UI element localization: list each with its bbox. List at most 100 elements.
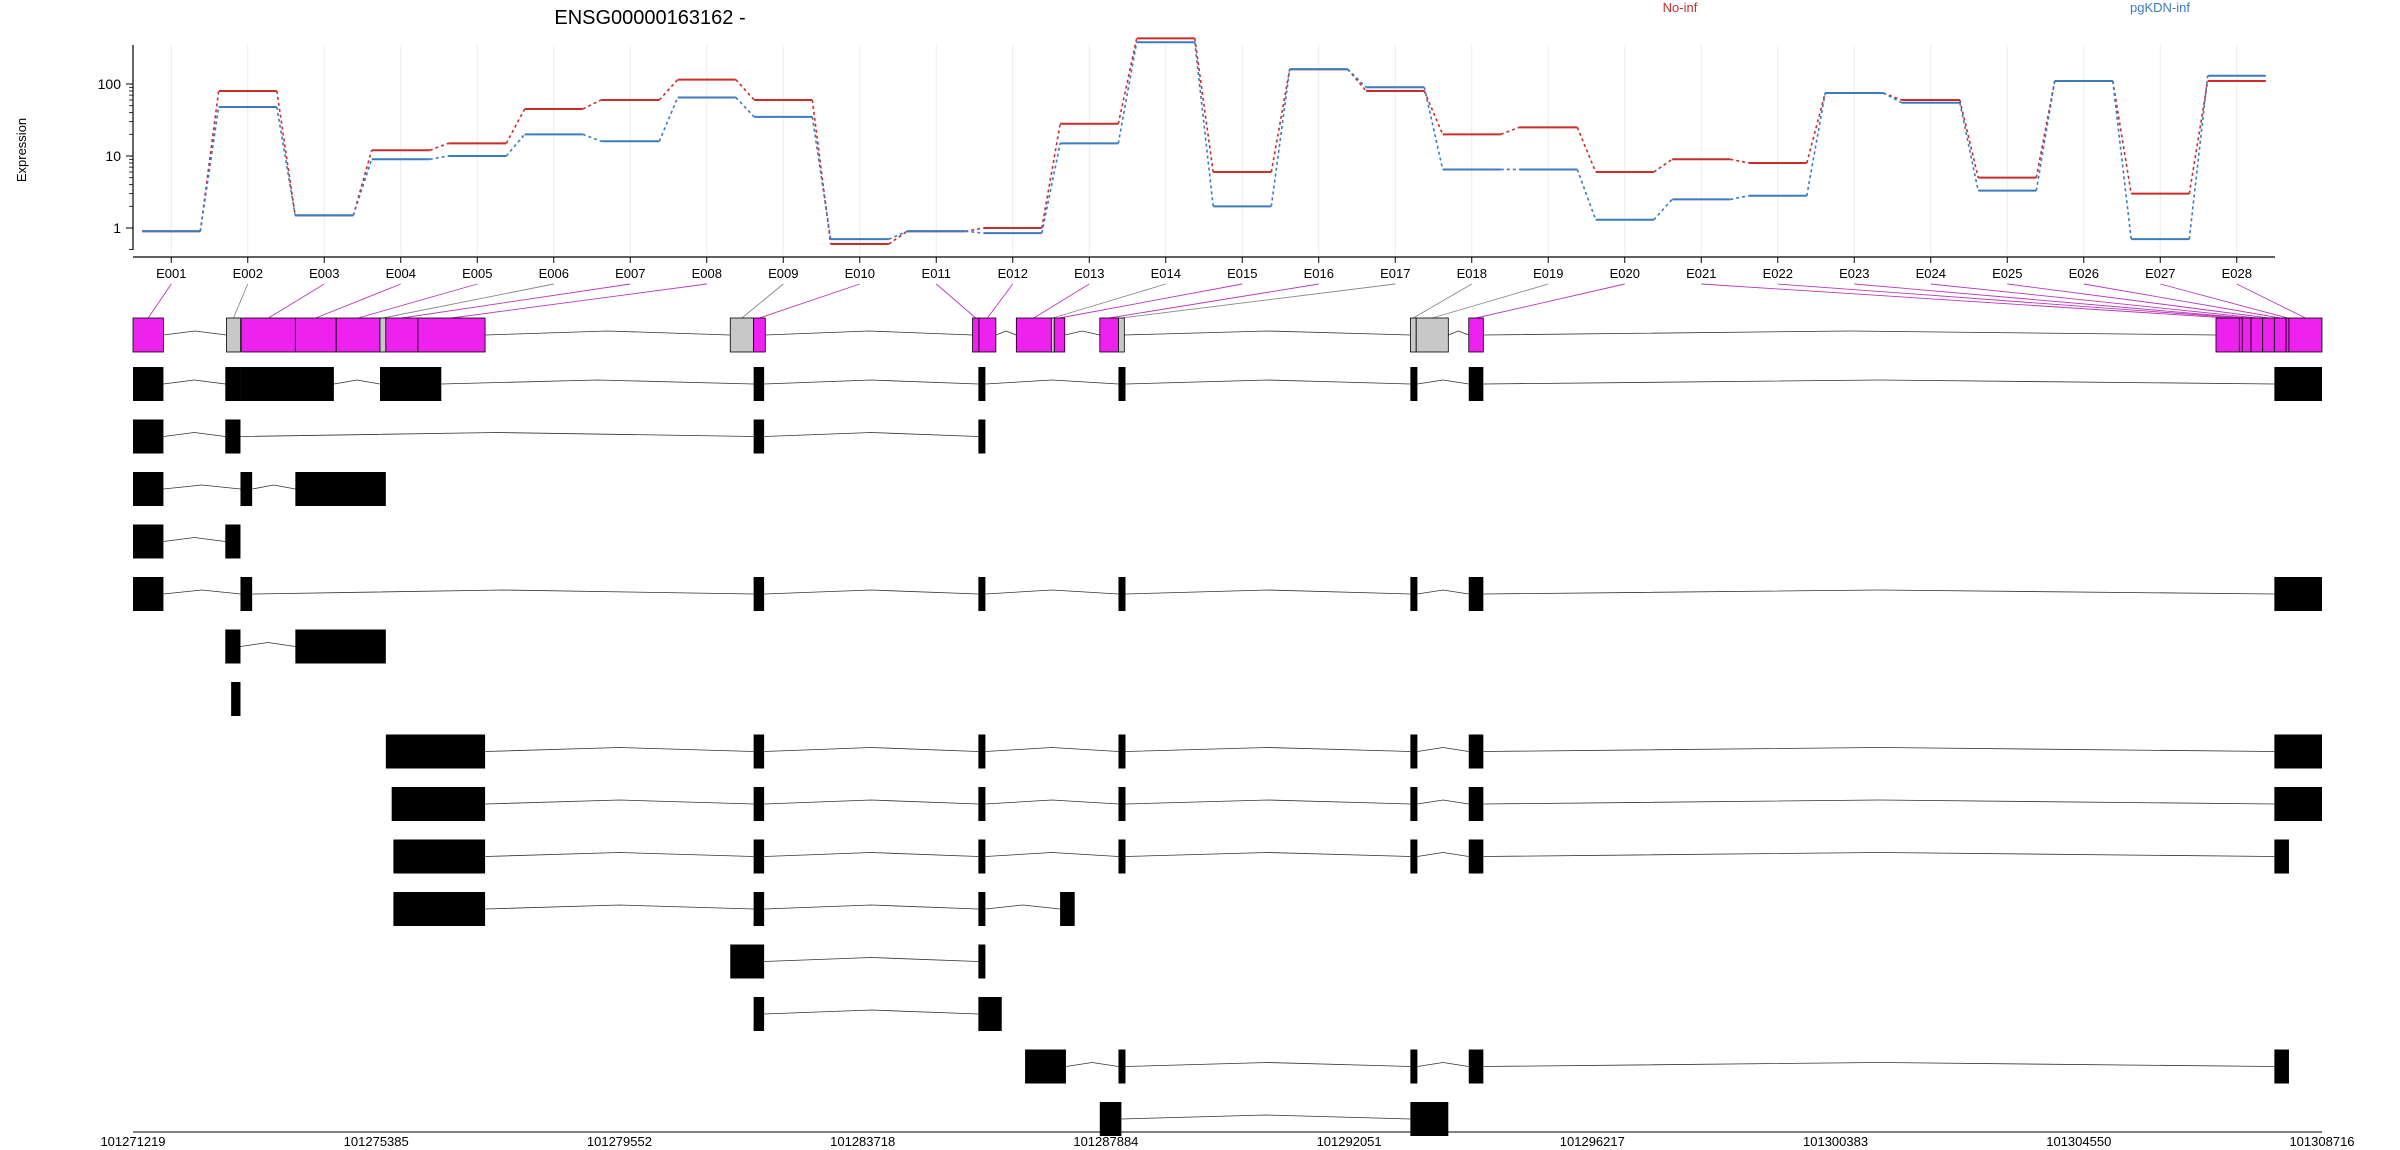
transcript-intron [764,589,979,595]
transcript-intron [485,904,754,910]
connector-E008 [451,283,707,319]
transcript-exon [1410,367,1418,401]
transcript-models [133,367,2322,1136]
transcript-intron [764,904,979,910]
transcript-2 [133,419,986,454]
axes: 1 10 100 [98,45,2275,258]
transcript-8 [385,734,2322,769]
series-transition [811,116,832,240]
transcript-exon [385,734,486,769]
exon-E010 [753,317,766,353]
connector-E002 [233,283,249,319]
exon-E011 [972,317,980,353]
transcript-12 [730,944,986,979]
coord-tick-label: 101308716 [2289,1134,2354,1149]
transcript-exon [1118,1049,1126,1084]
transcript-exon [391,787,486,821]
transcript-intron [985,799,1119,805]
transcript-intron [1483,1062,2275,1067]
transcript-intron [1125,747,1411,752]
exon-E017 [1118,317,1125,353]
transcript-exon [1410,577,1418,611]
transcript-intron [163,379,226,385]
exon-E005 [335,317,381,353]
exon-E008 [417,317,486,353]
transcript-intron [163,537,226,542]
transcript-intron [985,379,1119,385]
transcript-9 [391,787,2322,821]
transcript-exon [978,839,986,874]
series-transition [888,230,908,245]
series-pgkdn-inf [142,41,2266,241]
series-transition [505,133,526,157]
exon-E002 [226,317,241,353]
transcript-intron [1417,799,1469,805]
transcript-exon [1118,839,1126,874]
series-transition [429,142,449,152]
transcript-exon [753,419,765,454]
transcript-intron [1125,1062,1411,1067]
transcript-exon [1118,367,1126,401]
transcript-intron [764,747,979,752]
transcript-intron [1125,589,1411,595]
transcript-exon [2274,787,2322,821]
transcript-exon [978,944,986,979]
transcript-exon [1468,734,1484,769]
transcript-exon [240,472,253,506]
transcript-intron [1125,379,1411,385]
series-transition [1117,38,1138,124]
series-transition [735,79,755,101]
transcript-5 [133,577,2322,611]
series-transition [1423,90,1444,135]
x-tick-label: E014 [1151,266,1181,281]
transcript-exon [1410,1049,1418,1084]
transcript-exon [978,734,986,769]
transcript-intron [985,589,1119,595]
series-transition [1194,38,1214,173]
series-transition [1347,68,1367,88]
transcript-exon [295,472,386,506]
exon-E023 [2241,317,2252,353]
series-transition [2112,80,2132,240]
transcript-intron [764,432,979,437]
transcript-exon [753,892,765,926]
transcript-exon [240,577,253,611]
x-tick-labels: E001 E002 E003 E004 E005 E006 E007 E008 E009 E010… [156,257,2252,281]
transcript-exon [1468,1049,1484,1084]
transcript-exon [393,892,486,926]
series-transition [582,133,602,143]
connector-E024 [1930,283,2257,319]
transcript-intron [441,379,754,385]
exon-E001 [132,317,164,353]
exon-E007 [385,317,419,353]
transcript-intron [1417,379,1469,385]
transcript-intron [252,484,296,490]
exon-E013 [1015,317,1052,353]
transcript-exon [1468,787,1484,821]
transcript-intron [1125,852,1411,857]
transcript-exon [753,577,765,611]
connector-E012 [987,283,1014,319]
connector-E026 [2083,283,2281,319]
transcript-exon [753,839,765,874]
x-tick-label: E006 [539,266,569,281]
exon-E021 [2215,317,2240,353]
transcript-intron [1125,799,1411,805]
transcript-exon [295,629,386,664]
x-tick-label: E009 [768,266,798,281]
transcript-exon [753,787,765,821]
transcript-exon [1025,1049,1066,1084]
transcript-intron [1483,852,2275,857]
y-axis-label: Expression [14,118,29,182]
series-transition [1041,143,1061,234]
exon-E024 [2250,317,2264,353]
transcript-14 [1025,1049,2289,1084]
coord-tick-label: 101283718 [830,1134,895,1149]
series-transition [429,155,449,161]
exon-E020 [1468,317,1484,353]
transcript-exon [753,997,765,1031]
transcript-exon [393,839,486,874]
transcript-intron [1417,589,1469,595]
transcript-3 [133,472,386,506]
legend-no-inf: No-inf [1663,0,1698,15]
